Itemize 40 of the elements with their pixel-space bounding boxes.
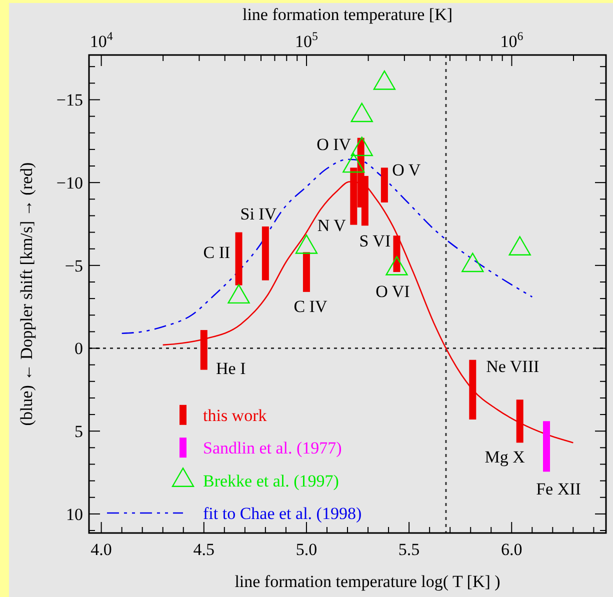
annotation: Ne VIII	[486, 356, 540, 376]
y-tick-label: 5	[74, 422, 83, 442]
y-tick-label: −5	[64, 256, 83, 276]
y-tick-label: −10	[56, 174, 83, 193]
annotation: O V	[392, 160, 422, 180]
bar	[393, 236, 400, 272]
y-tick-label: 10	[66, 504, 83, 524]
legend-label: fit to Chae et al. (1998)	[203, 504, 362, 523]
bar	[469, 360, 476, 420]
annotation: He I	[216, 358, 246, 378]
bar	[302, 252, 310, 292]
x-tick-label: 4.0	[90, 540, 112, 559]
annotation: Fe XII	[536, 480, 582, 499]
legend-label: Sandlin et al. (1977)	[203, 438, 342, 458]
annotation: Si IV	[240, 204, 278, 224]
x2-tick-label: 10$^{6}$	[500, 29, 524, 51]
x-tick-label: 6.0	[501, 540, 522, 559]
annotation: S VI	[359, 232, 391, 251]
x-axis-title: line formation temperature log( T [K] )	[234, 572, 500, 591]
y-tick-label: 0	[74, 339, 83, 358]
annotation: O VI	[376, 282, 410, 301]
bar	[543, 421, 550, 472]
y-axis-title: (blue) ← Doppler shift [km/s] → (red)	[17, 162, 36, 426]
x2-tick-label: 10$^{5}$	[295, 29, 318, 51]
annotation: N V	[317, 216, 347, 235]
annotation: Mg X	[484, 448, 525, 467]
legend-label: this work	[203, 406, 268, 425]
x-tick-label: 4.5	[193, 540, 215, 559]
y-tick-label: −15	[56, 90, 83, 110]
bar	[262, 226, 269, 280]
x2-axis-title: line formation temperature [K]	[242, 5, 453, 24]
annotation: O IV	[316, 134, 352, 154]
annotation: C II	[203, 243, 231, 262]
x2-tick-label: 10$^{4}$	[90, 29, 113, 51]
annotation: C IV	[294, 296, 328, 316]
bar	[235, 232, 242, 286]
x-tick-label: 5.0	[296, 540, 318, 559]
bar	[200, 330, 208, 370]
legend-label: Brekke et al. (1997)	[203, 471, 339, 490]
x-tick-label: 5.5	[398, 540, 420, 559]
